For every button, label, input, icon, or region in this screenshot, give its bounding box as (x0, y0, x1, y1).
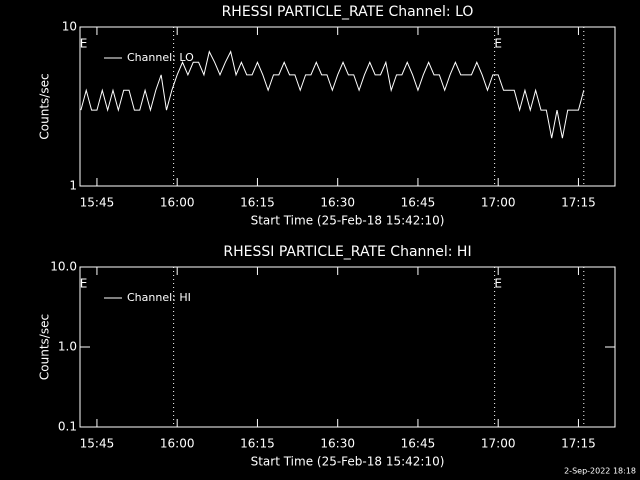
y-tick-label: 1.0 (58, 340, 77, 354)
y-axis-label: Counts/sec (38, 314, 52, 380)
chart-title: RHESSI PARTICLE_RATE Channel: LO (222, 4, 474, 20)
plot-frame (79, 26, 616, 187)
legend-label: Channel: HI (127, 291, 191, 304)
x-tick-label: 16:00 (160, 196, 195, 210)
data-line (80, 50, 585, 139)
x-tick-label: 16:15 (240, 196, 275, 210)
chart-title: RHESSI PARTICLE_RATE Channel: HI (223, 244, 471, 260)
footer: 2-Sep-2022 18:18 (564, 467, 636, 476)
x-tick-label: 17:15 (561, 196, 596, 210)
x-tick-label: 16:45 (401, 196, 436, 210)
x-tick-label: 17:15 (561, 437, 596, 451)
x-tick-label: 17:00 (481, 196, 516, 210)
event-label: E (80, 37, 88, 51)
event-label: E (494, 277, 502, 291)
y-axis-label: Counts/sec (38, 73, 52, 139)
x-axis-label: Start Time (25-Feb-18 15:42:10) (251, 455, 445, 469)
x-tick-label: 16:45 (401, 437, 436, 451)
x-axis-label: Start Time (25-Feb-18 15:42:10) (251, 214, 445, 228)
x-tick-label: 16:30 (320, 196, 355, 210)
event-label: E (80, 277, 88, 291)
y-tick-label: 1 (69, 179, 77, 193)
legend-label: Channel: LO (127, 51, 194, 64)
y-tick-label: 10 (62, 20, 77, 34)
x-tick-label: 17:00 (481, 437, 516, 451)
x-tick-label: 16:15 (240, 437, 275, 451)
y-tick-label: 0.1 (58, 420, 77, 434)
event-label: E (494, 37, 502, 51)
x-tick-label: 15:45 (80, 196, 115, 210)
x-tick-label: 16:00 (160, 437, 195, 451)
x-tick-label: 16:30 (320, 437, 355, 451)
y-tick-label: 10.0 (50, 260, 77, 274)
x-tick-label: 15:45 (80, 437, 115, 451)
